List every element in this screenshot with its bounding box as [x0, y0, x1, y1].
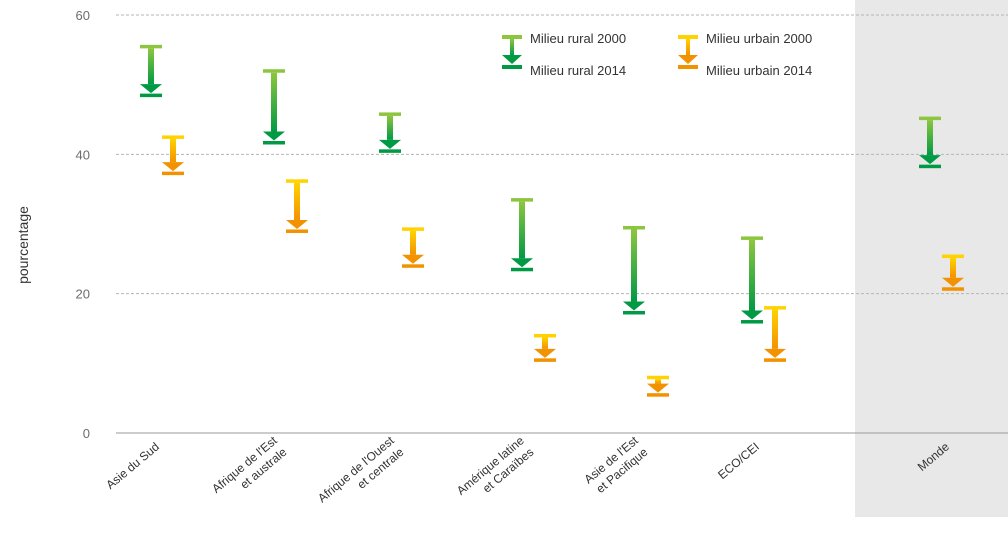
rural-2014-bar [511, 267, 533, 272]
urban-arrowhead [942, 277, 964, 287]
urban-shaft [294, 182, 300, 220]
rural-shaft [271, 72, 277, 132]
urban-2014-bar [162, 171, 184, 176]
urban-2014-bar [534, 358, 556, 362]
y-tick-label: 0 [83, 426, 90, 441]
urban-2000-bar [942, 254, 964, 259]
category-label: Asie du Sud [103, 440, 162, 492]
rural-shaft [927, 120, 933, 156]
rural-arrowhead [379, 139, 401, 149]
rural-2000-bar [919, 116, 941, 121]
category-label-line: ECO/CEI [715, 440, 762, 482]
legend: Milieu rural 2000 Milieu rural 2014 Mili… [502, 31, 812, 78]
data-marks [140, 44, 964, 397]
y-tick-label: 20 [76, 287, 90, 302]
world-highlight-band [855, 0, 1008, 517]
urban-2000-bar [286, 179, 308, 183]
urban-arrow [647, 375, 669, 397]
rural-shaft [387, 115, 393, 140]
rural-arrow [263, 69, 285, 145]
y-tick-label: 60 [76, 8, 90, 23]
rural-shaft [749, 239, 755, 311]
legend-rural-2000: Milieu rural 2000 [530, 31, 626, 46]
category-label: Amérique latineet Caraïbes [454, 433, 537, 509]
urban-2000-bar [402, 227, 424, 231]
rural-2000-bar [140, 44, 162, 49]
category-label: Afrique de l'Ouestet centrale [315, 433, 407, 517]
urban-2000-bar [647, 375, 669, 380]
rural-arrowhead [263, 131, 285, 141]
urban-shaft [655, 379, 661, 384]
rural-shaft [148, 48, 154, 85]
urban-2000-bar [764, 306, 786, 310]
rural-shaft [519, 201, 525, 259]
urban-2014-bar [286, 229, 308, 233]
urban-arrowhead [534, 348, 556, 358]
urban-arrow [764, 306, 786, 362]
y-axis-ticks: 0 20 40 60 [76, 8, 90, 441]
urban-arrowhead [647, 383, 669, 393]
category-label: Asie de l'Estet Pacifique [581, 433, 650, 498]
legend-rural-2014: Milieu rural 2014 [530, 63, 626, 78]
urban-shaft [170, 138, 176, 163]
rural-arrowhead [919, 155, 941, 165]
rural-2000-bar [623, 225, 645, 230]
urban-arrow [286, 179, 308, 233]
urban-shaft [542, 337, 548, 349]
rural-2014-bar [263, 140, 285, 145]
y-tick-label: 40 [76, 147, 90, 162]
rural-2000-bar [263, 69, 285, 73]
category-label: ECO/CEI [715, 440, 762, 482]
rural-2014-bar [741, 320, 763, 324]
legend-rural-icon [502, 35, 522, 69]
urban-shaft [410, 230, 416, 255]
y-axis-label: pourcentage [15, 206, 31, 284]
rural-2000-bar [511, 198, 533, 202]
urban-2000-bar [534, 333, 556, 338]
rural-arrow [741, 236, 763, 324]
urban-2014-bar [647, 393, 669, 397]
legend-urban-2014: Milieu urbain 2014 [706, 63, 812, 78]
urban-2014-bar [942, 287, 964, 291]
rural-2014-bar [919, 164, 941, 169]
rural-arrowhead [140, 84, 162, 94]
rural-shaft [631, 229, 637, 302]
rural-arrow [919, 116, 941, 169]
rural-arrow [623, 225, 645, 315]
urban-2000-bar [162, 135, 184, 139]
urban-2014-bar [764, 358, 786, 362]
urban-arrow [942, 254, 964, 291]
urban-arrowhead [162, 162, 184, 172]
rural-2014-bar [623, 310, 645, 315]
legend-urban-2000: Milieu urbain 2000 [706, 31, 812, 46]
rural-arrow [140, 44, 162, 98]
rural-arrowhead [623, 301, 645, 311]
rural-2014-bar [379, 149, 401, 153]
rural-2014-bar [140, 93, 162, 98]
rural-arrow [511, 198, 533, 272]
category-label: Afrique de l'Estet australe [209, 433, 290, 507]
category-label-line: Asie du Sud [103, 440, 162, 492]
urban-arrowhead [402, 254, 424, 264]
urban-arrow [402, 227, 424, 268]
urban-2014-bar [402, 264, 424, 268]
urban-arrow [534, 333, 556, 362]
legend-urban-icon [678, 35, 698, 69]
urban-arrowhead [764, 348, 786, 358]
urban-arrow [162, 135, 184, 176]
rural-arrowhead [511, 258, 533, 268]
rural-arrowhead [741, 310, 763, 320]
grid [116, 14, 1008, 434]
urban-shaft [772, 309, 778, 349]
rural-2000-bar [741, 236, 763, 240]
urban-arrowhead [286, 219, 308, 229]
rural-arrow [379, 112, 401, 153]
urban-shaft [950, 258, 956, 278]
category-labels: Asie du Sud Afrique de l'Estet australe Af… [103, 433, 952, 517]
rural-2000-bar [379, 112, 401, 116]
